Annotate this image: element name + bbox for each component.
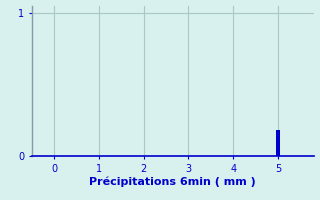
X-axis label: Précipitations 6min ( mm ): Précipitations 6min ( mm ) [89,176,256,187]
Bar [276,130,280,156]
